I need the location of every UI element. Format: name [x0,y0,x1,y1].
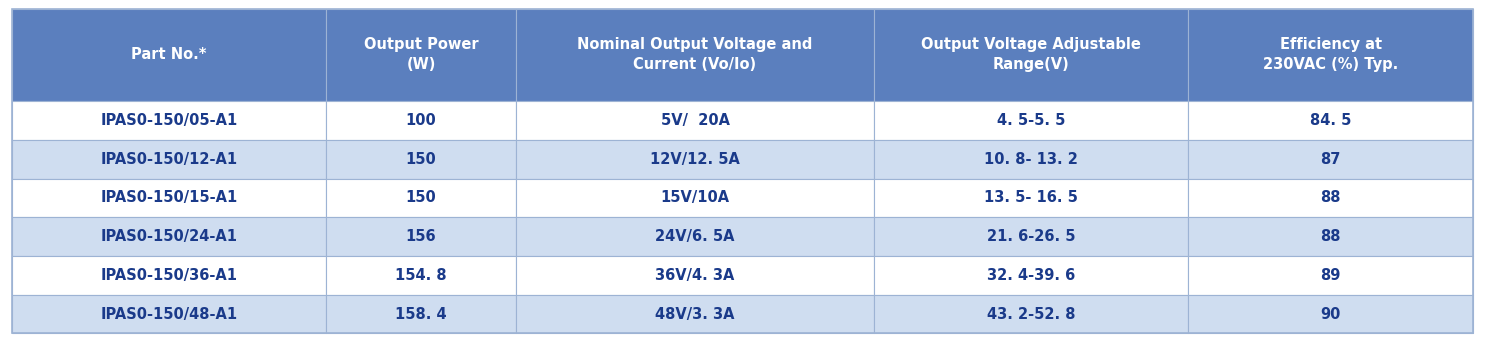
Bar [875,140,1188,179]
Bar [327,256,515,295]
Bar [515,256,875,295]
Text: 88: 88 [1320,229,1341,244]
Text: Output Power
(W): Output Power (W) [364,37,478,72]
Text: 15V/10A: 15V/10A [661,190,729,206]
Text: 150: 150 [405,190,437,206]
Bar [327,179,515,217]
Bar [515,179,875,217]
Text: 87: 87 [1320,152,1341,167]
Text: 89: 89 [1320,268,1341,283]
Text: 36V/4. 3A: 36V/4. 3A [655,268,735,283]
Bar [12,140,327,179]
Bar [12,9,327,101]
Bar [875,9,1188,101]
Text: 88: 88 [1320,190,1341,206]
Text: 43. 2-52. 8: 43. 2-52. 8 [988,306,1075,321]
Bar [327,9,515,101]
Text: 12V/12. 5A: 12V/12. 5A [650,152,740,167]
Text: 10. 8- 13. 2: 10. 8- 13. 2 [985,152,1078,167]
Text: IPAS0-150/05-A1: IPAS0-150/05-A1 [101,113,238,128]
Bar [12,295,327,333]
Bar [875,101,1188,140]
Bar [515,295,875,333]
Bar [12,101,327,140]
Bar [515,140,875,179]
Text: 100: 100 [405,113,437,128]
Bar [1188,101,1473,140]
Bar [1188,295,1473,333]
Text: 32. 4-39. 6: 32. 4-39. 6 [988,268,1075,283]
Bar [875,295,1188,333]
Text: IPAS0-150/36-A1: IPAS0-150/36-A1 [101,268,238,283]
Text: Nominal Output Voltage and
Current (Vo/Io): Nominal Output Voltage and Current (Vo/I… [578,37,812,72]
Bar [875,256,1188,295]
Text: Efficiency at
230VAC (%) Typ.: Efficiency at 230VAC (%) Typ. [1264,37,1399,72]
Text: 21. 6-26. 5: 21. 6-26. 5 [988,229,1075,244]
Bar [12,256,327,295]
Bar [327,101,515,140]
Bar [327,217,515,256]
Bar [1188,256,1473,295]
Text: IPAS0-150/12-A1: IPAS0-150/12-A1 [101,152,238,167]
Bar [1188,9,1473,101]
Text: IPAS0-150/48-A1: IPAS0-150/48-A1 [101,306,238,321]
Bar [515,217,875,256]
Text: Part No.*: Part No.* [131,47,206,62]
Text: Output Voltage Adjustable
Range(V): Output Voltage Adjustable Range(V) [921,37,1140,72]
Text: 150: 150 [405,152,437,167]
Bar [515,101,875,140]
Bar [1188,217,1473,256]
Bar [327,140,515,179]
Text: 24V/6. 5A: 24V/6. 5A [655,229,735,244]
Text: 13. 5- 16. 5: 13. 5- 16. 5 [985,190,1078,206]
Bar [1188,140,1473,179]
Bar [1188,179,1473,217]
Text: IPAS0-150/15-A1: IPAS0-150/15-A1 [101,190,238,206]
Text: IPAS0-150/24-A1: IPAS0-150/24-A1 [101,229,238,244]
Bar [515,9,875,101]
Text: 158. 4: 158. 4 [395,306,447,321]
Bar [327,295,515,333]
Bar [12,179,327,217]
Text: 48V/3. 3A: 48V/3. 3A [655,306,735,321]
Bar [875,217,1188,256]
Bar [12,217,327,256]
Bar [875,179,1188,217]
Text: 154. 8: 154. 8 [395,268,447,283]
Text: 4. 5-5. 5: 4. 5-5. 5 [996,113,1065,128]
Text: 5V/  20A: 5V/ 20A [661,113,729,128]
Text: 156: 156 [405,229,437,244]
Text: 84. 5: 84. 5 [1310,113,1351,128]
Text: 90: 90 [1320,306,1341,321]
